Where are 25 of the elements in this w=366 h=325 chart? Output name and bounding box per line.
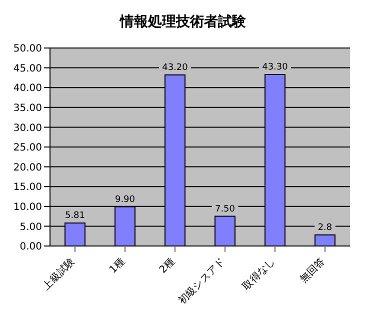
y-tick-label: 25.00 <box>13 142 42 154</box>
chart-title: 情報処理技術者試験 <box>118 13 247 32</box>
y-tick-label: 20.00 <box>13 162 42 174</box>
data-label: 43.20 <box>162 62 188 73</box>
data-label: 43.30 <box>262 62 288 73</box>
bar <box>314 234 336 246</box>
data-label: 5.81 <box>64 210 86 221</box>
x-tick-label: 1種 <box>108 256 128 276</box>
x-tick-label: 取得なし <box>241 256 278 292</box>
y-tick-label: 10.00 <box>13 202 42 213</box>
data-label: 7.50 <box>214 204 236 214</box>
x-tick-label: 初級シスアド <box>176 256 228 307</box>
y-tick-label: 0.00 <box>20 242 42 253</box>
y-tick-label: 50.00 <box>13 44 42 55</box>
y-tick-label: 30.00 <box>13 122 42 134</box>
y-tick-label: 15.00 <box>13 182 42 194</box>
x-tick-label: 無回答 <box>297 256 328 286</box>
data-label: 9.90 <box>114 194 136 205</box>
data-label: 2.8 <box>318 222 332 233</box>
x-tick-label: 上級試験 <box>40 256 78 292</box>
y-tick-label: 45.00 <box>13 63 42 74</box>
x-tick-label: 2種 <box>158 256 178 276</box>
y-tick-label: 5.00 <box>20 222 42 233</box>
y-tick-label: 40.00 <box>13 83 42 94</box>
y-tick-label: 35.00 <box>13 102 42 114</box>
